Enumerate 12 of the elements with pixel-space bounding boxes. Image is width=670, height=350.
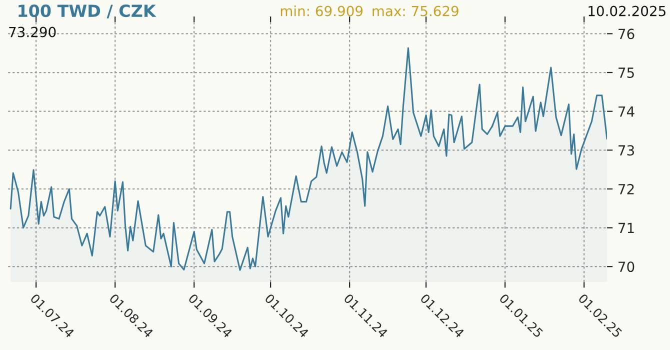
text: 10.02.2025 [588, 6, 666, 16]
y-tick-label: 72 [618, 184, 634, 194]
text: max: 75.629 [372, 6, 458, 16]
y-tick-label: 70 [618, 262, 634, 272]
y-tick-label: 76 [618, 28, 634, 40]
y-tick-label: 73 [618, 145, 634, 156]
y-tick-label: 71 [618, 222, 634, 234]
annotation: 73.290 [9, 26, 56, 38]
text: min: 69.909 [280, 6, 363, 16]
chart-title: 100 TWD / CZK [18, 4, 156, 18]
y-tick-label: 75 [618, 68, 634, 78]
y-tick-label: 74 [618, 106, 634, 117]
